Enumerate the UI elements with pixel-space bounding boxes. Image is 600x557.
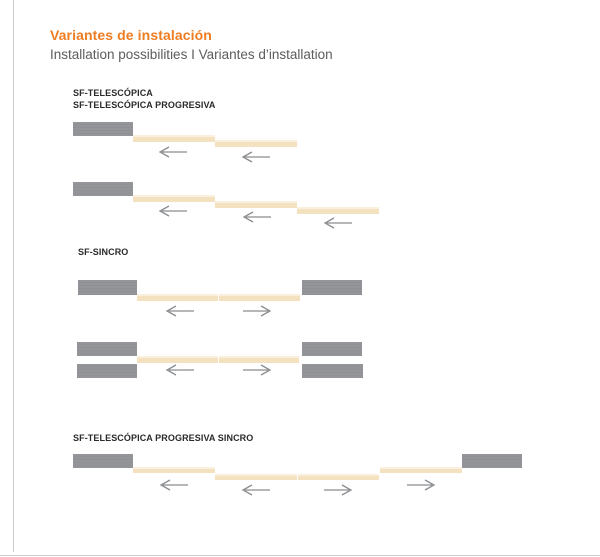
- sliding-door-bar: [298, 474, 379, 480]
- sliding-door-bar: [133, 135, 215, 142]
- fixed-panel-bar: [77, 342, 137, 356]
- left-arrow-icon: [159, 479, 188, 491]
- page-title: Variantes de instalación: [50, 27, 212, 43]
- sliding-door-bar: [380, 467, 462, 473]
- right-arrow-icon: [243, 305, 272, 317]
- fixed-panel-bar: [462, 454, 522, 468]
- fixed-panel-bar: [73, 122, 133, 136]
- sliding-door-bar: [133, 195, 215, 202]
- section-label-telescopica-line1: SF-TELESCÓPICA: [73, 88, 153, 98]
- fixed-panel-bar: [73, 182, 133, 196]
- left-arrow-icon: [165, 364, 194, 376]
- page-edge-bottom-line: [0, 555, 600, 556]
- fixed-panel-bar: [73, 454, 133, 468]
- left-arrow-icon: [158, 146, 187, 158]
- page-subtitle: Installation possibilities I Variantes d…: [50, 47, 333, 62]
- fixed-panel-bar: [302, 342, 362, 356]
- sliding-door-bar: [219, 356, 299, 363]
- section-label-telescopica: SF-TELESCÓPICA SF-TELESCÓPICA PROGRESIVA: [73, 87, 216, 111]
- section-label-progresiva-sincro: SF-TELESCÓPICA PROGRESIVA SINCRO: [73, 433, 254, 443]
- right-arrow-icon: [407, 479, 436, 491]
- sliding-door-bar: [215, 201, 297, 208]
- section-label-sincro: SF-SINCRO: [78, 247, 129, 257]
- fixed-panel-bar: [78, 280, 137, 295]
- sliding-door-bar: [133, 467, 215, 473]
- left-arrow-icon: [241, 151, 270, 163]
- right-arrow-icon: [243, 364, 272, 376]
- sliding-door-bar: [215, 140, 297, 147]
- right-arrow-icon: [324, 484, 353, 496]
- left-arrow-icon: [158, 205, 187, 217]
- left-arrow-icon: [323, 217, 352, 229]
- page-edge-vertical-line: [13, 0, 14, 552]
- fixed-panel-bar: [302, 280, 362, 295]
- sliding-door-bar: [297, 207, 379, 214]
- section-label-telescopica-line2: SF-TELESCÓPICA PROGRESIVA: [73, 100, 216, 110]
- sliding-door-bar: [137, 294, 218, 301]
- sliding-door-bar: [215, 474, 297, 480]
- sliding-door-bar: [137, 356, 218, 363]
- fixed-panel-bar: [77, 364, 137, 378]
- sliding-door-bar: [219, 294, 300, 301]
- left-arrow-icon: [165, 305, 194, 317]
- left-arrow-icon: [241, 484, 270, 496]
- fixed-panel-bar: [302, 364, 363, 378]
- left-arrow-icon: [242, 211, 271, 223]
